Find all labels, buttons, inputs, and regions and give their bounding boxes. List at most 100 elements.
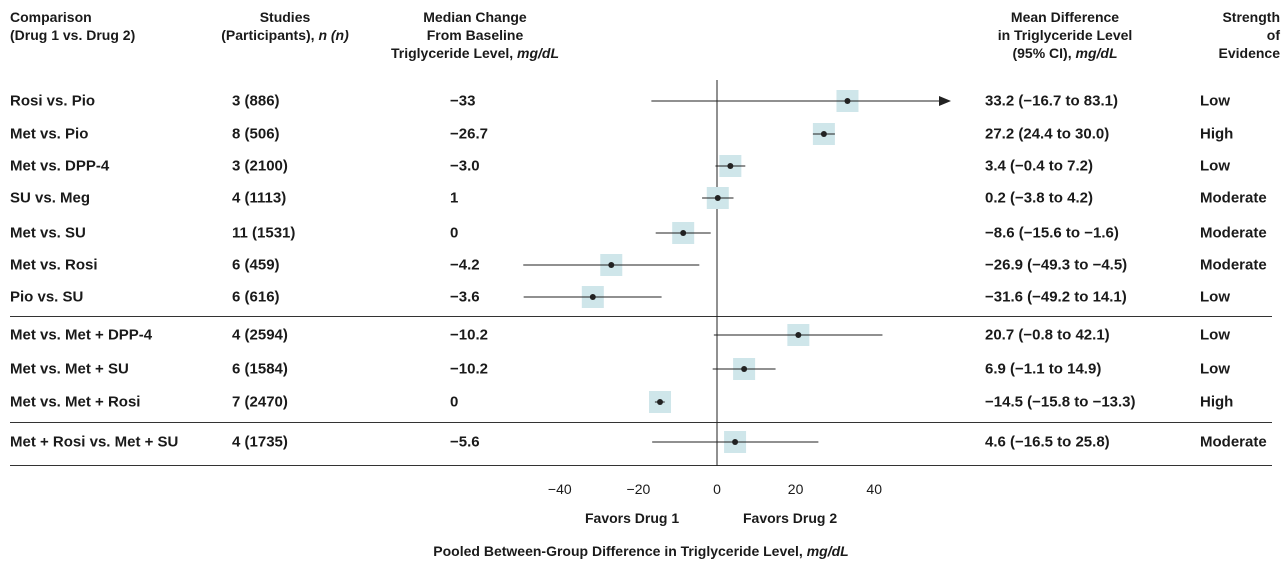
favors-drug-1-label: Favors Drug 1	[585, 510, 680, 526]
x-axis-title: Pooled Between-Group Difference in Trigl…	[0, 543, 1282, 559]
header-studies-unit: n (n)	[318, 27, 349, 43]
x-tick-label: −40	[548, 481, 572, 497]
median-change: 0	[450, 393, 459, 411]
point-estimate	[680, 230, 687, 236]
header-strength-line3: Evidence	[1218, 45, 1280, 61]
point-estimate	[820, 131, 827, 137]
x-tick-label: 20	[788, 481, 804, 497]
median-change: −3.0	[450, 157, 480, 175]
comparison-label: Met vs. Met + SU	[10, 360, 129, 378]
median-change: −3.6	[450, 288, 480, 306]
group-divider	[10, 316, 1272, 317]
studies-count: 4 (1113)	[232, 189, 287, 207]
header-strength: Strength of Evidence	[1180, 8, 1280, 62]
studies-count: 3 (2100)	[232, 157, 288, 175]
comparison-label: Met vs. SU	[10, 224, 86, 242]
strength-of-evidence: Moderate	[1200, 256, 1267, 274]
median-change: 0	[450, 224, 459, 242]
header-studies-line2: (Participants), n (n)	[200, 26, 370, 44]
strength-of-evidence: Moderate	[1200, 433, 1267, 451]
median-change: −4.2	[450, 256, 480, 274]
comparison-label: Pio vs. SU	[10, 288, 84, 306]
table-row: Met vs. Met + Rosi 7 (2470) 0 −14.5 (−15…	[0, 387, 1282, 417]
header-studies-line1: Studies	[259, 9, 311, 25]
strength-of-evidence: Low	[1200, 288, 1230, 306]
studies-count: 7 (2470)	[232, 393, 288, 411]
header-median-unit: mg/dL	[517, 45, 560, 61]
mean-difference: 33.2 (−16.7 to 83.1)	[985, 92, 1118, 110]
header-median-line3: Triglyceride Level, mg/dL	[370, 44, 580, 62]
strength-of-evidence: Low	[1200, 360, 1230, 378]
median-change: −10.2	[450, 326, 488, 344]
comparison-label: Rosi vs. Pio	[10, 92, 96, 110]
studies-count: 6 (616)	[232, 288, 280, 306]
x-tick-label: −20	[627, 481, 651, 497]
strength-of-evidence: Low	[1200, 157, 1230, 175]
table-row: Pio vs. SU 6 (616) −3.6 −31.6 (−49.2 to …	[0, 282, 1282, 312]
group-divider	[10, 422, 1272, 423]
studies-count: 4 (1735)	[232, 433, 288, 451]
table-row: Met vs. Met + DPP-4 4 (2594) −10.2 20.7 …	[0, 320, 1282, 350]
comparison-label: Met vs. Rosi	[10, 256, 98, 274]
mean-difference: −31.6 (−49.2 to 14.1)	[985, 288, 1127, 306]
header-mean-difference-text: (95% CI),	[1012, 45, 1076, 61]
header-comparison-line2: (Drug 1 vs. Drug 2)	[10, 27, 136, 43]
header-median: Median Change From Baseline Triglyceride…	[370, 8, 580, 62]
table-row: Met vs. Met + SU 6 (1584) −10.2 6.9 (−1.…	[0, 354, 1282, 384]
point-estimate	[608, 262, 615, 268]
mean-difference: −26.9 (−49.3 to −4.5)	[985, 256, 1128, 274]
header-median-line1: Median Change	[423, 9, 527, 25]
comparison-label: Met vs. Pio	[10, 125, 89, 143]
table-row: SU vs. Meg 4 (1113) 1 0.2 (−3.8 to 4.2) …	[0, 183, 1282, 213]
mean-difference: 3.4 (−0.4 to 7.2)	[985, 157, 1093, 175]
header-mean-difference-line1: Mean Difference	[1010, 9, 1120, 25]
header-mean-difference-unit: mg/dL	[1075, 45, 1118, 61]
strength-of-evidence: High	[1200, 393, 1234, 411]
mean-difference: 20.7 (−0.8 to 42.1)	[985, 326, 1110, 344]
comparison-label: Met + Rosi vs. Met + SU	[10, 433, 179, 451]
point-estimate	[727, 163, 734, 169]
strength-of-evidence: Moderate	[1200, 224, 1267, 242]
studies-count: 4 (2594)	[232, 326, 288, 344]
comparison-label: Met vs. Met + DPP-4	[10, 326, 153, 344]
strength-of-evidence: High	[1200, 125, 1234, 143]
comparison-label: SU vs. Meg	[10, 189, 91, 207]
strength-of-evidence: Low	[1200, 92, 1230, 110]
mean-difference: −14.5 (−15.8 to −13.3)	[985, 393, 1136, 411]
table-row: Rosi vs. Pio 3 (886) −33 33.2 (−16.7 to …	[0, 86, 1282, 116]
x-axis-title-unit: mg/dL	[806, 543, 849, 559]
header-studies: Studies (Participants), n (n)	[200, 8, 370, 44]
table-row: Met vs. DPP-4 3 (2100) −3.0 3.4 (−0.4 to…	[0, 151, 1282, 181]
header-strength-line1: Strength	[1222, 9, 1280, 25]
point-estimate	[844, 98, 851, 104]
header-comparison-line1: Comparison	[10, 9, 92, 25]
x-tick-label: 40	[866, 481, 882, 497]
studies-count: 8 (506)	[232, 125, 280, 143]
point-estimate	[795, 332, 802, 338]
table-bottom-rule	[10, 465, 1272, 466]
studies-count: 11 (1531)	[232, 224, 296, 242]
comparison-label: Met vs. Met + Rosi	[10, 393, 141, 411]
table-row: Met vs. SU 11 (1531) 0 −8.6 (−15.6 to −1…	[0, 218, 1282, 248]
header-comparison: Comparison (Drug 1 vs. Drug 2)	[10, 8, 135, 44]
mean-difference: 27.2 (24.4 to 30.0)	[985, 125, 1110, 143]
strength-of-evidence: Moderate	[1200, 189, 1267, 207]
point-estimate	[657, 399, 664, 405]
header-median-text: Triglyceride Level,	[390, 45, 518, 61]
studies-count: 6 (1584)	[232, 360, 288, 378]
studies-count: 3 (886)	[232, 92, 280, 110]
median-change: 1	[450, 189, 459, 207]
median-change: −10.2	[450, 360, 488, 378]
point-estimate	[741, 366, 748, 372]
table-row: Met vs. Rosi 6 (459) −4.2 −26.9 (−49.3 t…	[0, 250, 1282, 280]
point-estimate	[589, 294, 596, 300]
table-row: Met vs. Pio 8 (506) −26.7 27.2 (24.4 to …	[0, 119, 1282, 149]
header-mean-difference-line2: in Triglyceride Level	[997, 27, 1133, 43]
table-row: Met + Rosi vs. Met + SU 4 (1735) −5.6 4.…	[0, 427, 1282, 457]
comparison-label: Met vs. DPP-4	[10, 157, 110, 175]
median-change: −33	[450, 92, 476, 110]
header-median-line2: From Baseline	[426, 27, 524, 43]
favors-drug-2-label: Favors Drug 2	[743, 510, 838, 526]
strength-of-evidence: Low	[1200, 326, 1230, 344]
